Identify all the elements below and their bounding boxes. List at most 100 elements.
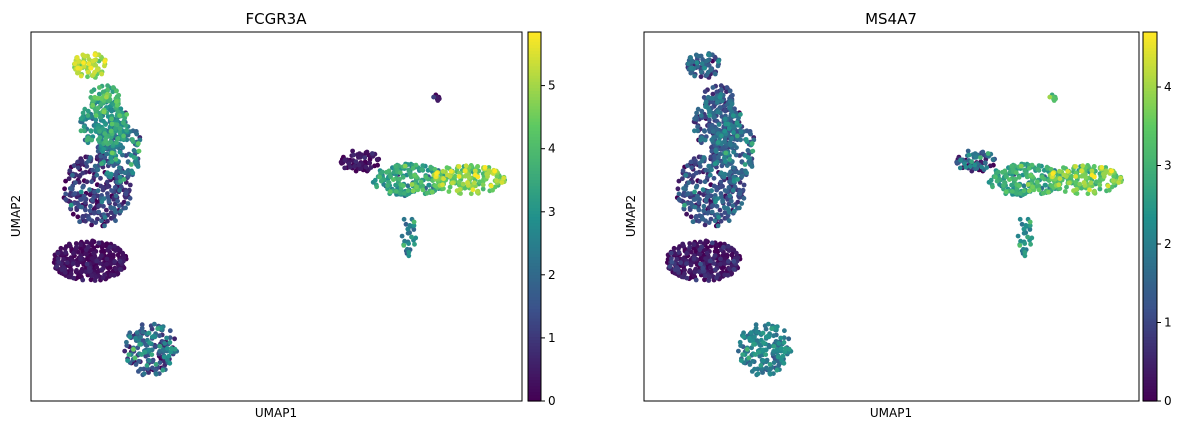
scatter-point [127,182,133,188]
colorbar-segment [528,142,541,147]
scatter-point [412,241,417,247]
scatter-point [780,353,786,359]
colorbar-segment [1143,290,1157,294]
colorbar-segment [1143,53,1157,58]
scatter-point [760,358,766,363]
scatter-point [104,94,109,100]
scatter-point [94,258,100,264]
colorbar-tick-label: 1 [1164,316,1172,330]
scatter-point [737,205,742,211]
scatter-point [1027,219,1033,225]
scatter-point [122,170,128,176]
scatter-point [727,105,733,110]
scatter-point [1066,180,1072,186]
scatter-point [1028,241,1033,247]
scatter-point [107,97,113,102]
scatter-point [85,69,91,75]
scatter-point [113,156,119,162]
scatter-point [82,106,88,112]
scatter-point [428,164,434,170]
scatter-point [1101,171,1106,177]
scatter-point [456,164,462,169]
scatter-point [465,180,470,185]
scatter-point [778,335,784,341]
scatter-point [97,114,103,120]
scatter-point [771,333,776,339]
colorbar-segment [1143,373,1157,377]
scatter-point [709,137,715,143]
scatter-point [706,163,712,169]
scatter-point [54,264,60,269]
colorbar-segment [1143,38,1157,42]
colorbar-segment [528,339,541,344]
scatter-point [1074,186,1079,192]
colorbar-segment [1143,385,1157,390]
scatter-point [88,155,93,160]
scatter-point [381,182,387,187]
colorbar-segment [1143,194,1157,199]
scatter-point [722,116,728,122]
scatter-point [105,87,110,93]
scatter-point [74,268,79,273]
scatter-point [748,131,753,137]
scatter-point [146,347,151,353]
scatter-point [91,210,97,216]
colorbar-segment [1143,62,1157,67]
scatter-point [726,259,731,264]
scatter-point [89,222,94,228]
scatter-point [715,63,721,69]
colorbar-segment [1143,302,1157,307]
scatter-point [62,186,67,192]
scatter-point [63,250,69,255]
scatter-point [702,222,708,228]
scatter-point [72,191,78,196]
scatter-point [1109,184,1115,190]
scatter-point [109,150,115,156]
scatter-point [747,362,753,367]
scatter-point [724,163,730,169]
scatter-point [704,58,710,64]
scatter-point [753,352,758,357]
colorbar-segment [1143,71,1157,76]
scatter-point [731,267,737,272]
scatter-point [78,116,84,122]
scatter-point [726,248,732,254]
colorbar-segment [528,210,541,215]
scatter-point [709,188,714,194]
colorbar-segment [1143,287,1157,291]
scatter-point [123,191,129,197]
scatter-point [767,362,773,367]
colorbar-segment [528,44,541,48]
scatter-point [703,197,709,203]
scatter-point [138,334,144,340]
scatter-point [433,183,438,189]
scatter-point [84,137,90,143]
scatter-point [86,265,92,271]
scatter-point [699,69,704,75]
scatter-point [97,261,103,266]
x-axis-label: UMAP1 [870,406,912,420]
colorbar-segment [528,262,541,267]
colorbar-segment [528,250,541,254]
scatter-point [712,267,718,273]
scatter-point [1009,163,1015,169]
scatter-point [77,219,82,225]
colorbar-segment [1143,308,1157,313]
scatter-point [112,185,118,190]
scatter-point [958,157,963,163]
scatter-point [426,182,432,188]
scatter-point [776,341,782,346]
scatter-point [76,59,81,64]
colorbar-segment [528,78,541,82]
scatter-point [729,109,735,115]
colorbar-segment [528,65,541,70]
scatter-point [751,137,757,143]
scatter-point [727,156,732,162]
colorbar-segment [1143,133,1157,138]
scatter-point [113,248,118,254]
scatter-point [732,208,737,214]
scatter-point [475,164,481,169]
colorbar-segment [1143,41,1157,45]
scatter-point [424,190,430,196]
scatter-point [717,94,723,100]
